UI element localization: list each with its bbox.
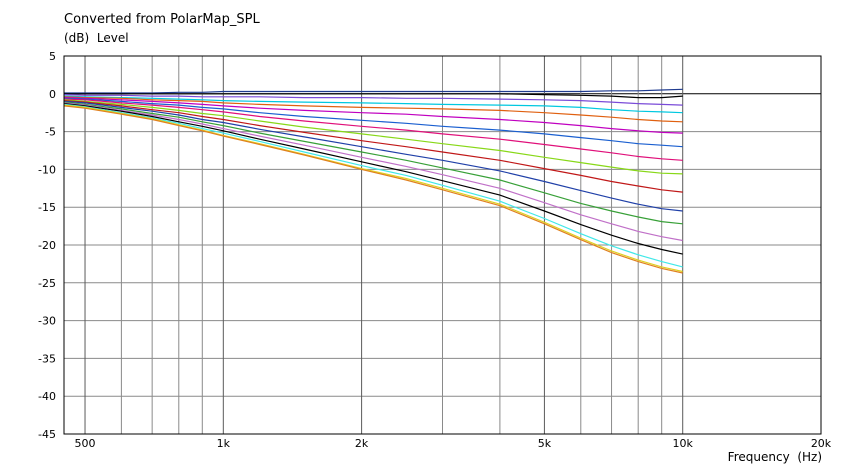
series-line-15: [63, 103, 683, 268]
x-axis-unit: (Hz): [797, 450, 822, 464]
y-tick-label: -40: [38, 390, 56, 403]
y-axis-unit: (dB): [64, 31, 90, 45]
series-line-17: [63, 105, 683, 274]
series-line-2: [64, 93, 683, 99]
x-axis-title: Frequency: [727, 450, 790, 464]
y-tick-label: 5: [49, 50, 56, 63]
series-line-4: [63, 95, 683, 114]
series-line-8: [63, 98, 683, 161]
x-tick-labels: 500 1k 2k 5k 10k 20k: [75, 437, 832, 450]
series-line-9: [63, 99, 683, 175]
series-line-1: [64, 88, 683, 94]
y-tick-label: -25: [38, 277, 56, 290]
chart-title: Converted from PolarMap_SPL: [64, 12, 260, 27]
series-line-11: [63, 100, 683, 212]
y-tick-label: -30: [38, 315, 56, 328]
y-axis-title: Level: [96, 31, 129, 45]
x-tick-label: 1k: [217, 437, 231, 450]
series-line-5: [63, 96, 683, 123]
series-line-7: [63, 97, 683, 148]
y-tick-label: -15: [38, 201, 56, 214]
y-tick-labels: 5 0 -5 -10 -15 -20 -25 -30 -35 -40 -45: [38, 50, 56, 441]
x-tick-label: 10k: [673, 437, 694, 450]
y-axis-label: (dB) Level: [64, 31, 129, 45]
series-line-6: [63, 97, 683, 134]
series-line-16: [63, 104, 683, 273]
x-tick-label: 2k: [355, 437, 369, 450]
y-tick-label: -5: [45, 126, 56, 139]
y-tick-label: -45: [38, 428, 56, 441]
x-tick-label: 20k: [811, 437, 832, 450]
series-line-10: [63, 100, 683, 193]
y-tick-label: -35: [38, 352, 56, 365]
plot-frame: [63, 55, 822, 435]
series-line-14: [63, 103, 683, 255]
y-tick-label: -20: [38, 239, 56, 252]
series-line-12: [63, 101, 683, 225]
x-tick-label: 5k: [538, 437, 552, 450]
series-lines: [63, 88, 683, 274]
x-axis-label: Frequency (Hz): [728, 450, 822, 464]
x-tick-label: 500: [75, 437, 96, 450]
series-line-13: [63, 102, 683, 242]
y-tick-label: 0: [49, 88, 56, 101]
series-line-3: [63, 94, 683, 106]
y-tick-label: -10: [38, 163, 56, 176]
